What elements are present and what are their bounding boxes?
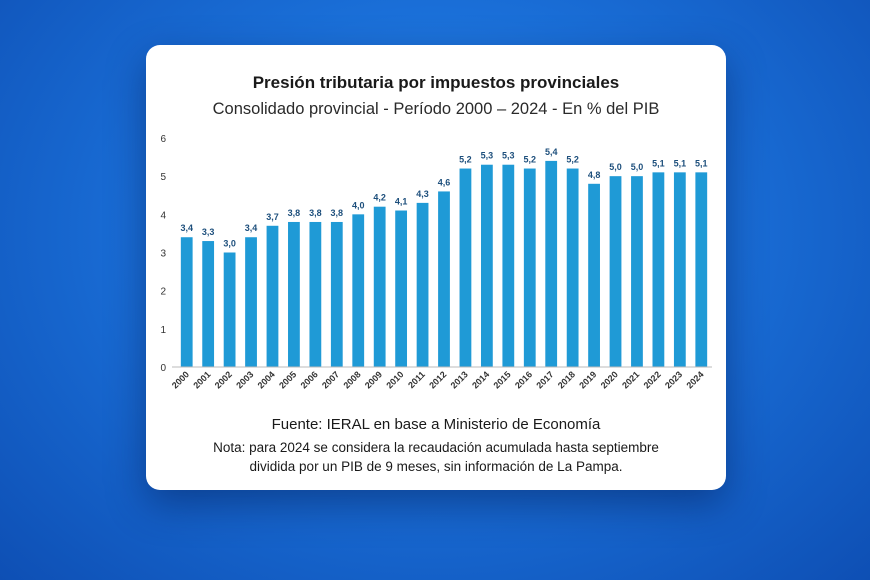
bar-value-label: 3,8 — [309, 208, 322, 218]
bar-value-label: 3,4 — [180, 223, 193, 233]
x-tick-label: 2019 — [577, 369, 598, 390]
bar-value-label: 5,1 — [695, 158, 708, 168]
x-tick-label: 2020 — [599, 369, 620, 390]
bar — [673, 172, 686, 367]
x-tick-label: 2012 — [427, 369, 448, 390]
bar-value-label: 4,8 — [588, 170, 601, 180]
bar — [588, 183, 600, 367]
x-tick-label: 2005 — [277, 369, 298, 390]
bar-value-label: 3,8 — [331, 208, 344, 218]
data-labels: 3,4 3,3 3,0 3,4 3,7 3,8 3,8 3,8 4,0 4,2 4,1 4,3 4,6 5… — [180, 147, 707, 249]
x-tick-label: 2008 — [341, 369, 362, 390]
bar — [438, 191, 450, 367]
x-tick-label: 2001 — [191, 369, 212, 390]
bar-value-label: 4,1 — [395, 197, 408, 207]
y-tick-label: 5 — [160, 172, 166, 183]
x-tick-label: 2022 — [642, 369, 663, 390]
x-axis: 2000 2001 2002 2003 2004 2005 2006 2007 2008 2009… — [170, 366, 712, 391]
x-tick-label: 2023 — [663, 369, 684, 390]
chart-title: Presión tributaria por impuestos provinc… — [252, 73, 620, 92]
bar — [202, 241, 215, 367]
bar-value-label: 4,2 — [373, 193, 386, 203]
bar — [566, 168, 579, 367]
x-tick-label: 2000 — [170, 369, 191, 390]
bar-value-label: 5,3 — [481, 151, 494, 161]
bar-value-label: 5,0 — [631, 162, 644, 172]
bar — [266, 225, 279, 367]
chart-subtitle: Consolidado provincial - Período 2000 – … — [212, 100, 660, 118]
x-tick-label: 2018 — [556, 369, 577, 390]
bar-value-label: 5,0 — [609, 162, 622, 172]
x-tick-label: 2002 — [213, 369, 234, 390]
x-tick-label: 2015 — [491, 369, 512, 390]
chart-source: Fuente: IERAL en base a Ministerio de Ec… — [271, 416, 601, 433]
x-tick-label: 2011 — [406, 369, 427, 390]
bars — [180, 160, 708, 367]
bar-value-label: 5,2 — [524, 155, 537, 165]
x-tick-label: 2021 — [620, 369, 641, 390]
x-tick-label: 2013 — [449, 369, 470, 390]
y-tick-label: 3 — [160, 249, 166, 260]
bar-value-label: 3,7 — [266, 212, 279, 222]
y-tick-label: 6 — [160, 134, 166, 145]
bar-value-label: 3,4 — [245, 223, 258, 233]
x-tick-label: 2006 — [299, 369, 320, 390]
y-tick-label: 2 — [160, 287, 166, 298]
chart-card: Presión tributaria por impuestos provinc… — [146, 45, 726, 490]
bar — [652, 172, 665, 367]
bar — [352, 214, 365, 367]
bar — [523, 168, 536, 367]
bar-value-label: 3,0 — [223, 239, 236, 249]
bar-value-label: 5,1 — [674, 158, 687, 168]
x-tick-label: 2014 — [470, 369, 491, 390]
bar — [459, 168, 472, 367]
bar-value-label: 5,1 — [652, 158, 665, 168]
bar — [288, 221, 300, 367]
bar — [631, 176, 643, 367]
bar — [695, 172, 708, 367]
x-tick-label: 2009 — [363, 369, 384, 390]
bar — [609, 176, 622, 367]
x-tick-label: 2004 — [256, 369, 277, 390]
bar-value-label: 3,3 — [202, 227, 215, 237]
bar — [330, 221, 343, 367]
x-tick-label: 2024 — [684, 369, 705, 390]
bar — [395, 210, 408, 367]
x-tick-label: 2010 — [384, 369, 405, 390]
y-tick-label: 1 — [160, 325, 166, 336]
bar-chart: 0 1 2 3 4 5 6 3,4 3,3 3,0 3,4 3,7 3,8 3,8 3,8 4,0 4,2 4,… — [160, 134, 712, 391]
bar-value-label: 3,8 — [288, 208, 301, 218]
y-axis: 0 1 2 3 4 5 6 — [160, 134, 166, 374]
bar-value-label: 5,2 — [459, 155, 472, 165]
bar-value-label: 5,4 — [545, 147, 558, 157]
chart-note-line-2: dividida por un PIB de 9 meses, sin info… — [249, 459, 623, 474]
bar-value-label: 4,0 — [352, 200, 365, 210]
bar — [245, 237, 257, 367]
bar — [502, 164, 515, 367]
bar — [545, 160, 558, 367]
y-tick-label: 0 — [160, 363, 166, 374]
bar — [180, 237, 193, 367]
bar — [416, 202, 429, 367]
x-tick-label: 2007 — [320, 369, 341, 390]
chart-note-line-1: Nota: para 2024 se considera la recaudac… — [213, 440, 659, 455]
bar — [373, 206, 386, 367]
x-tick-label: 2016 — [513, 369, 534, 390]
x-tick-label: 2003 — [234, 369, 255, 390]
bar — [223, 252, 236, 367]
bar-value-label: 5,3 — [502, 151, 515, 161]
bar-value-label: 4,6 — [438, 177, 451, 187]
bar — [480, 164, 493, 367]
x-tick-label: 2017 — [534, 369, 555, 390]
bar — [309, 221, 322, 367]
bar-value-label: 4,3 — [416, 189, 429, 199]
bar-value-label: 5,2 — [566, 155, 579, 165]
chart-note: Nota: para 2024 se considera la recaudac… — [176, 438, 696, 476]
y-tick-label: 4 — [160, 210, 166, 221]
